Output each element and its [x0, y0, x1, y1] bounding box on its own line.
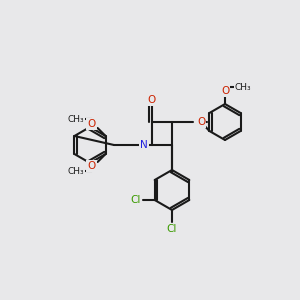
Text: O: O [88, 119, 96, 129]
Text: N: N [140, 140, 148, 150]
Text: CH₃: CH₃ [235, 82, 251, 91]
Text: CH₃: CH₃ [67, 115, 84, 124]
Text: O: O [88, 161, 96, 171]
Text: O: O [148, 95, 156, 105]
Text: Cl: Cl [167, 224, 177, 234]
Text: CH₃: CH₃ [67, 167, 84, 176]
Text: O: O [221, 86, 229, 96]
Text: Cl: Cl [130, 195, 141, 205]
Text: O: O [197, 117, 205, 127]
